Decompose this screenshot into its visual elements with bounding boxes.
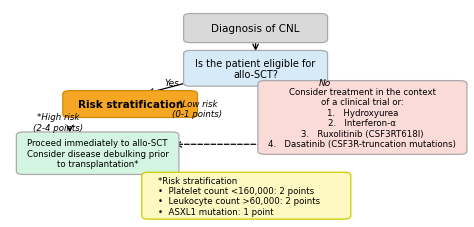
- FancyBboxPatch shape: [63, 91, 198, 118]
- Text: Yes: Yes: [164, 79, 179, 88]
- Text: *Low risk
(0-1 points): *Low risk (0-1 points): [173, 99, 223, 119]
- Text: Risk stratification: Risk stratification: [78, 100, 183, 110]
- Text: Diagnosis of CNL: Diagnosis of CNL: [211, 24, 300, 34]
- Text: Is the patient eligible for
allo-SCT?: Is the patient eligible for allo-SCT?: [195, 58, 316, 80]
- Text: Proceed immediately to allo-SCT
Consider disease debulking prior
to transplantat: Proceed immediately to allo-SCT Consider…: [27, 139, 169, 168]
- FancyBboxPatch shape: [183, 51, 328, 87]
- FancyBboxPatch shape: [16, 132, 179, 175]
- Text: No: No: [319, 79, 331, 88]
- Text: *High risk
(2-4 points): *High risk (2-4 points): [33, 113, 83, 132]
- FancyBboxPatch shape: [142, 173, 351, 219]
- Text: *Risk stratification
•  Platelet count <160,000: 2 points
•  Leukocyte count >60: *Risk stratification • Platelet count <1…: [158, 176, 320, 216]
- Text: Consider treatment in the context
of a clinical trial or:
1.   Hydroxyurea
2.   : Consider treatment in the context of a c…: [268, 88, 456, 148]
- FancyBboxPatch shape: [258, 81, 467, 155]
- FancyBboxPatch shape: [183, 15, 328, 43]
